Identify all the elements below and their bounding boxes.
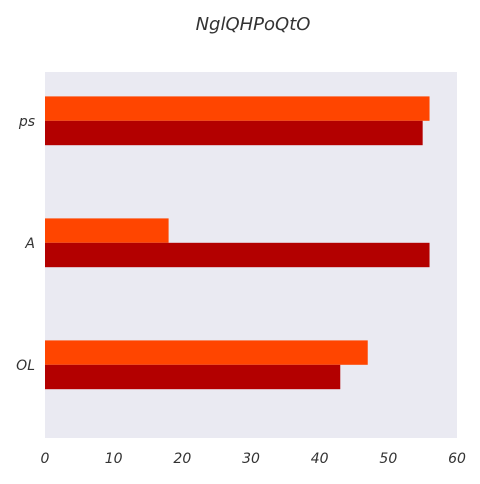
y-tick-label: A: [24, 236, 35, 252]
x-tick-label: 20: [173, 451, 191, 467]
x-tick-label: 50: [379, 451, 397, 467]
x-tick-label: 40: [311, 451, 329, 467]
y-tick-label: OL: [16, 358, 35, 374]
bar-ps-series-1: [45, 96, 430, 121]
bar-OL-series-1: [45, 340, 368, 365]
x-tick-label: 10: [105, 451, 123, 467]
bar-A-series-1: [45, 218, 169, 243]
chart-title: NglQHPoQtO: [196, 14, 311, 35]
bars-layer: [45, 96, 430, 390]
x-tick-label: 60: [448, 451, 466, 467]
y-tick-labels: ps A OL: [16, 114, 35, 374]
y-tick-label: ps: [18, 114, 35, 130]
bar-ps-series-2: [45, 120, 423, 146]
x-tick-label: 30: [242, 451, 260, 467]
bar-A-series-2: [45, 242, 430, 268]
x-tick-label: 0: [41, 451, 50, 467]
x-tick-labels: 0 10 20 30 40 50 60: [41, 451, 466, 467]
bar-OL-series-2: [45, 364, 341, 390]
